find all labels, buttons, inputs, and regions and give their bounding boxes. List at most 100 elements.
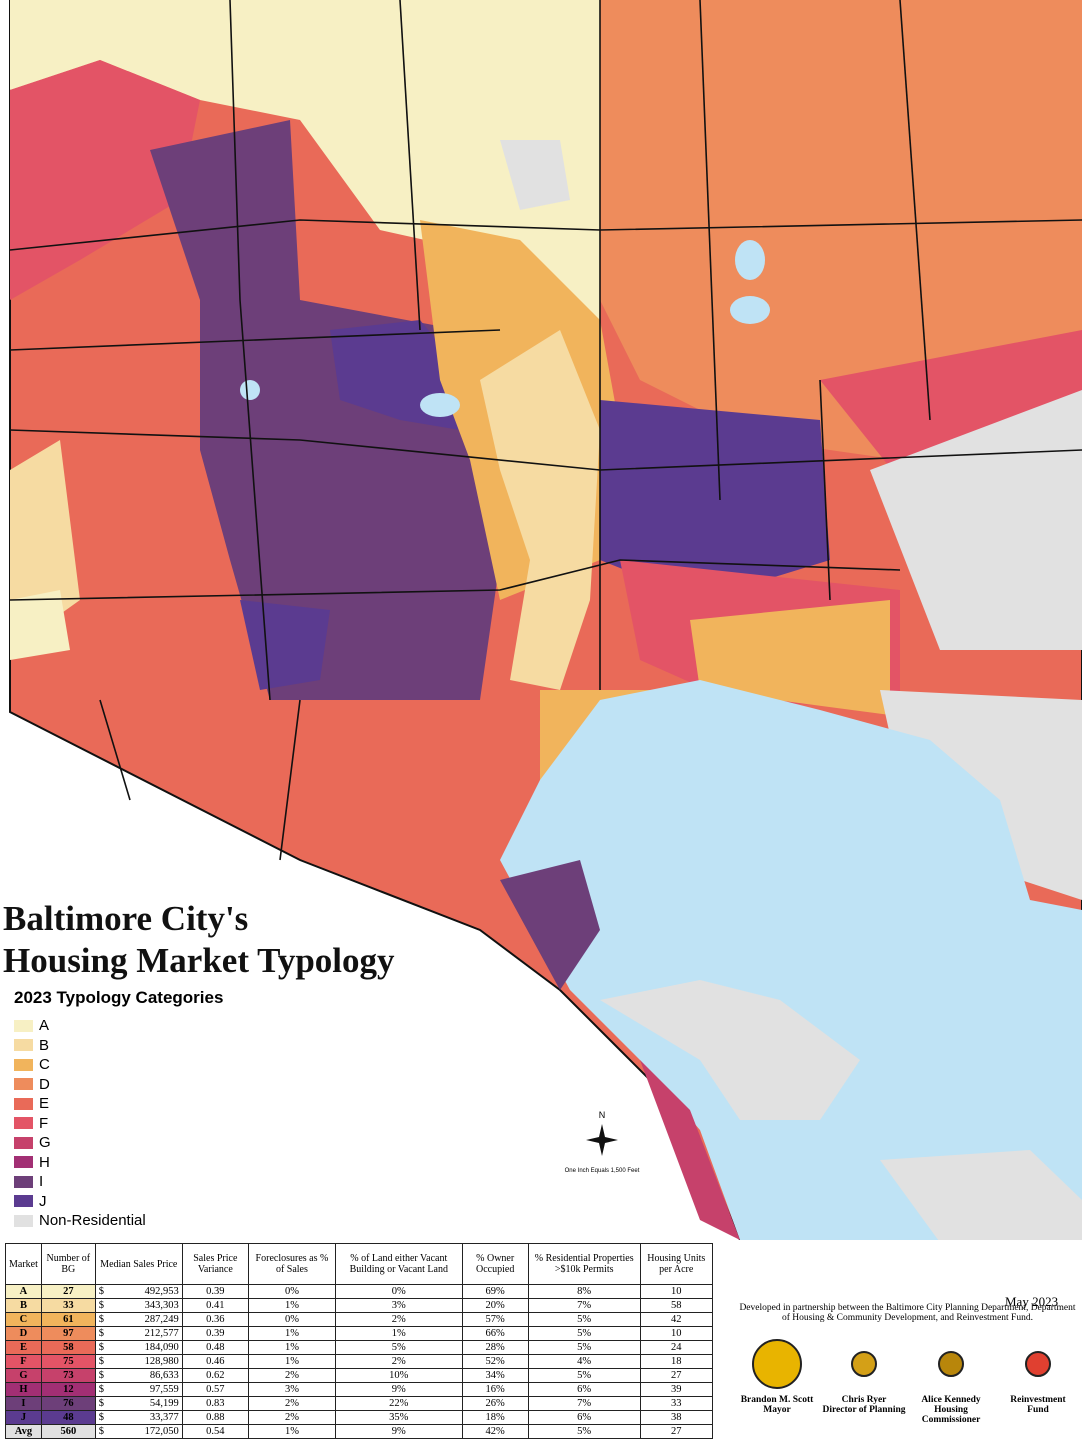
table-cell: 3% — [335, 1298, 463, 1313]
price-part: $ — [98, 1328, 105, 1339]
table-cell: 16% — [461, 1382, 529, 1397]
logo — [909, 1339, 993, 1389]
person-name: Reinvestment — [1010, 1395, 1066, 1405]
header-cell: Foreclosures as % of Sales — [247, 1243, 337, 1285]
price: $86,633 — [99, 1370, 179, 1381]
header-cell: % Owner Occupied — [461, 1243, 529, 1285]
legend-label: J — [39, 1192, 47, 1210]
price-part: $ — [98, 1384, 105, 1395]
table-cell: 1% — [247, 1326, 337, 1341]
date: May 2023 — [1005, 1294, 1059, 1309]
table-cell: $128,980 — [94, 1354, 183, 1369]
table-cell: 9% — [335, 1382, 463, 1397]
header-cell: Number of BG — [40, 1243, 96, 1285]
table-cell: 0.88 — [181, 1410, 249, 1425]
table-cell: 2% — [247, 1410, 337, 1425]
table-cell: 5% — [527, 1340, 641, 1355]
table-cell: I — [5, 1396, 42, 1411]
legend-swatch — [14, 1058, 33, 1071]
header-cell: Market — [5, 1243, 42, 1285]
table-cell: H — [5, 1382, 42, 1397]
table-cell: 7% — [527, 1298, 641, 1313]
table-cell: 9% — [335, 1424, 463, 1439]
table-row: G 73 $86,633 0.62 2% 10% 34% 5% 27 — [5, 1368, 713, 1383]
table-cell: 2% — [335, 1312, 463, 1327]
table-cell: $492,953 — [94, 1284, 183, 1299]
price: $343,303 — [99, 1300, 179, 1311]
legend-swatch — [14, 1156, 33, 1169]
table-cell: 61 — [40, 1312, 96, 1327]
legend-swatch — [14, 1019, 33, 1032]
table-cell: G — [5, 1368, 42, 1383]
table-cell: $343,303 — [94, 1298, 183, 1313]
table-cell: 24 — [639, 1340, 713, 1355]
price-part: 33,377 — [149, 1412, 179, 1423]
table-cell: 6% — [527, 1410, 641, 1425]
price-part: 54,199 — [149, 1398, 179, 1409]
table-cell: 0.36 — [181, 1312, 249, 1327]
table-cell: $86,633 — [94, 1368, 183, 1383]
price-part: 128,980 — [144, 1356, 179, 1367]
price-part: 212,577 — [144, 1328, 179, 1339]
legend-item: G — [14, 1133, 223, 1153]
credit-note: Developed in partnership between the Bal… — [739, 1303, 1076, 1323]
logo — [996, 1339, 1080, 1389]
table-cell: D — [5, 1326, 42, 1341]
table-cell: 10 — [639, 1326, 713, 1341]
table-cell: 5% — [527, 1312, 641, 1327]
table-cell: E — [5, 1340, 42, 1355]
table-cell: 27 — [639, 1368, 713, 1383]
price-part: $ — [98, 1300, 105, 1311]
table-cell: 48 — [40, 1410, 96, 1425]
price-part: $ — [98, 1286, 105, 1297]
price-part: 343,303 — [144, 1300, 179, 1311]
header-cell: Housing Units per Acre — [639, 1243, 713, 1285]
price: $172,050 — [99, 1426, 179, 1437]
table-cell: 0.39 — [181, 1284, 249, 1299]
legend-label: Non-Residential — [39, 1212, 146, 1230]
title-line: Baltimore City's — [3, 899, 249, 938]
north-label: N — [599, 1110, 606, 1120]
table-cell: 38 — [639, 1410, 713, 1425]
stats-table: Market Number of BG Median Sales Price Sale… — [5, 1243, 713, 1439]
legend-label: A — [39, 1017, 50, 1035]
people: Brandon M. Scott Mayor Chris Ryer Director … — [735, 1339, 1080, 1425]
logo — [735, 1339, 819, 1389]
table-cell: 26% — [461, 1396, 529, 1411]
price-part: $ — [98, 1398, 105, 1409]
table-cell: 7% — [527, 1396, 641, 1411]
table-row: E 58 $184,090 0.48 1% 5% 28% 5% 24 — [5, 1340, 713, 1355]
table-cell: 10 — [639, 1284, 713, 1299]
logo-mark — [851, 1351, 877, 1377]
table-cell: 58 — [639, 1298, 713, 1313]
table-cell: 22% — [335, 1396, 463, 1411]
table-cell: 6% — [527, 1382, 641, 1397]
table-cell: 2% — [247, 1368, 337, 1383]
map: N One Inch Equals 1,500 Feet — [9, 0, 1082, 1240]
table-cell: $54,199 — [94, 1396, 183, 1411]
price-part: $ — [98, 1342, 105, 1353]
scale-label: One Inch Equals 1,500 Feet — [565, 1168, 640, 1174]
legend-item: F — [14, 1114, 223, 1134]
table-cell: 2% — [335, 1354, 463, 1369]
price-part: $ — [98, 1412, 105, 1423]
table-cell: 12 — [40, 1382, 96, 1397]
price: $128,980 — [99, 1356, 179, 1367]
table-cell: 52% — [461, 1354, 529, 1369]
person: Reinvestment Fund — [996, 1339, 1080, 1425]
price-part: 86,633 — [149, 1370, 179, 1381]
person: Chris Ryer Director of Planning — [822, 1339, 906, 1425]
table-cell: 1% — [247, 1354, 337, 1369]
table-cell: 0% — [247, 1312, 337, 1327]
table-cell: 3% — [247, 1382, 337, 1397]
legend-label: D — [39, 1075, 50, 1093]
legend-swatch — [14, 1117, 33, 1130]
price-part: 184,090 — [144, 1342, 179, 1353]
table-cell: 0.46 — [181, 1354, 249, 1369]
price-part: 172,050 — [144, 1426, 179, 1437]
legend-swatch — [14, 1175, 33, 1188]
table-cell: $97,559 — [94, 1382, 183, 1397]
logo — [822, 1339, 906, 1389]
table-cell: $212,577 — [94, 1326, 183, 1341]
